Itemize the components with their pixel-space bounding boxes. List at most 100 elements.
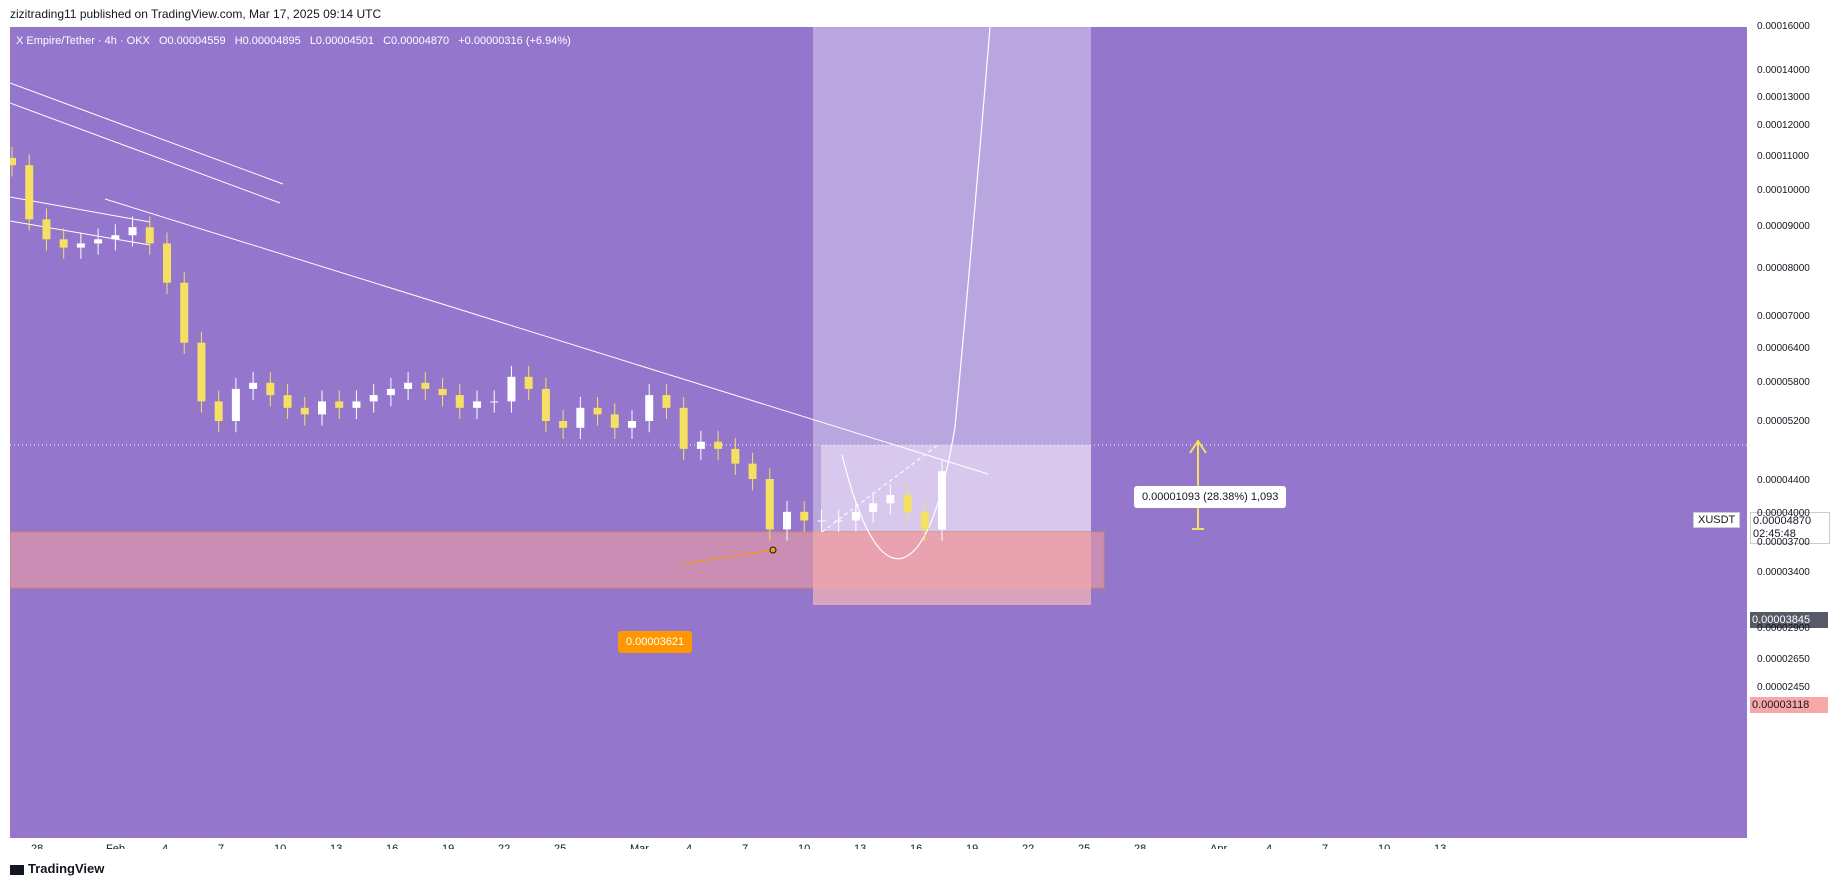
level-tag-grey: 0.00003845 — [1750, 612, 1828, 628]
candle-body — [128, 227, 137, 236]
candle-body — [266, 382, 275, 396]
y-tick-label: 0.00005800 — [1757, 377, 1810, 388]
cup-projection-curve — [841, 27, 991, 560]
y-tick-label: 0.00009000 — [1757, 221, 1810, 232]
candle-body — [231, 388, 240, 422]
trend-line — [10, 196, 151, 223]
footer: TradingView — [0, 849, 1835, 883]
candle-body — [10, 157, 16, 166]
callout-connector — [681, 549, 774, 565]
legend-open: O0.00004559 — [158, 35, 226, 47]
candle-body — [541, 388, 550, 422]
level-tag-red: 0.00003118 — [1750, 697, 1828, 713]
candle-body — [197, 342, 206, 402]
candle-body — [214, 401, 223, 422]
candle-body — [524, 376, 533, 389]
y-tick-label: 0.00002900 — [1757, 623, 1810, 634]
y-tick-label: 0.00005200 — [1757, 416, 1810, 427]
candle-body — [886, 495, 895, 504]
candle-body — [369, 395, 378, 402]
candle-body — [696, 441, 705, 449]
trend-line — [10, 220, 151, 246]
candle-body — [834, 520, 843, 522]
legend-symbol: X Empire/Tether · 4h · OKX — [16, 35, 150, 47]
candle-body — [25, 165, 34, 220]
legend-change: +0.00000316 (+6.94%) — [458, 35, 571, 47]
measure-callout: 0.00001093 (28.38%) 1,093 — [1134, 486, 1287, 508]
candle-body — [490, 401, 499, 403]
candle-body — [455, 395, 464, 408]
price-callout-orange: 0.00003621 — [618, 631, 693, 653]
y-tick-label: 0.00002450 — [1757, 682, 1810, 693]
y-tick-label: 0.00006400 — [1757, 343, 1810, 354]
candle-body — [920, 511, 929, 530]
candle-body — [318, 401, 326, 415]
y-tick-label: 0.00004400 — [1757, 475, 1810, 486]
last-price-value: 0.00004870 — [1753, 515, 1812, 527]
trend-line — [10, 102, 281, 204]
candle-body — [438, 388, 447, 396]
y-tick-label: 0.00010000 — [1757, 185, 1810, 196]
y-tick-label: 0.00014000 — [1757, 65, 1810, 76]
symbol-legend: X Empire/Tether · 4h · OKX O0.00004559 H… — [16, 35, 577, 47]
candle-body — [145, 227, 154, 244]
candle-body — [94, 239, 103, 244]
candle-body — [335, 401, 344, 408]
y-tick-label: 0.00013000 — [1757, 92, 1810, 103]
candle-body — [421, 382, 430, 389]
trend-line — [10, 82, 284, 185]
support-zone-overlap — [813, 532, 1091, 605]
legend-low: L0.00004501 — [309, 35, 375, 47]
candle-body — [507, 376, 516, 402]
y-tick-label: 0.00011000 — [1757, 151, 1810, 162]
y-tick-label: 0.00012000 — [1757, 120, 1810, 131]
candle-body — [576, 407, 585, 428]
candle-body — [817, 520, 826, 522]
measure-arrow-head — [1189, 439, 1207, 454]
candle-body — [628, 421, 636, 428]
candle-body — [783, 511, 791, 530]
candle-body — [111, 235, 120, 240]
candle-body — [386, 388, 395, 396]
tradingview-icon — [10, 864, 24, 875]
candle-body — [800, 511, 809, 521]
trend-line — [104, 198, 989, 475]
chart-area[interactable]: X Empire/Tether · 4h · OKX O0.00004559 H… — [10, 21, 1830, 863]
y-tick-label: 0.00002650 — [1757, 654, 1810, 665]
candle-body — [593, 407, 602, 415]
y-tick-label: 0.00016000 — [1757, 21, 1810, 32]
y-tick-label: 0.00007000 — [1757, 311, 1810, 322]
candle-body — [473, 401, 481, 408]
candle-body — [300, 407, 309, 415]
callout-anchor — [769, 546, 777, 554]
candle-body — [76, 243, 85, 248]
y-tick-label: 0.00003400 — [1757, 567, 1810, 578]
y-tick-label: 0.00008000 — [1757, 263, 1810, 274]
publisher-bar: zizitrading11 published on TradingView.c… — [0, 0, 1835, 27]
candle-body — [404, 382, 413, 389]
candle-body — [180, 282, 189, 343]
last-price-tag: 0.00004870 02:45:48 — [1750, 512, 1830, 544]
range-box — [821, 445, 1091, 531]
candle-body — [59, 239, 68, 248]
candle-body — [731, 448, 740, 464]
candle-body — [283, 395, 292, 408]
candle-body — [352, 401, 361, 408]
candle-body — [748, 463, 757, 480]
candle-body — [714, 441, 723, 449]
publisher-text: zizitrading11 published on TradingView.c… — [10, 7, 382, 21]
candle-body — [938, 471, 946, 530]
y-tick-label: 0.00003700 — [1757, 537, 1810, 548]
brand-text: TradingView — [28, 861, 105, 876]
tradingview-logo: TradingView — [10, 861, 104, 876]
plot-area[interactable]: X Empire/Tether · 4h · OKX O0.00004559 H… — [10, 27, 1747, 838]
candle-body — [42, 219, 51, 240]
candle-body — [645, 395, 654, 422]
symbol-tag: XUSDT — [1693, 512, 1741, 528]
candle-body — [851, 511, 860, 521]
candle-body — [163, 243, 171, 283]
candle-body — [559, 421, 568, 428]
chart-svg — [10, 27, 1747, 605]
legend-close: C0.00004870 — [383, 35, 450, 47]
candle-body — [903, 495, 912, 512]
